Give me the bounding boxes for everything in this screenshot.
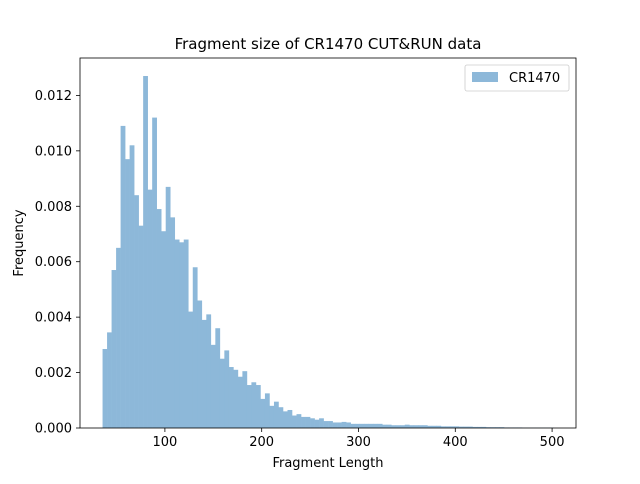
histogram-bar <box>202 320 207 428</box>
histogram-bar <box>211 345 216 428</box>
histogram-bar <box>134 195 139 428</box>
histogram-bar <box>351 424 356 428</box>
legend-label-cr1470: CR1470 <box>509 71 560 86</box>
histogram-bar <box>197 301 202 428</box>
y-tick-label: 0.010 <box>35 144 72 159</box>
histogram-bar <box>265 393 270 428</box>
histogram-bar <box>355 424 360 428</box>
histogram-bar <box>274 402 279 428</box>
y-tick-label: 0.002 <box>35 366 72 381</box>
histogram-bar <box>324 421 329 428</box>
histogram-bar <box>342 422 347 428</box>
histogram-bar <box>188 312 193 428</box>
histogram-bar <box>139 226 144 428</box>
histogram-bar <box>373 424 378 428</box>
x-tick-label: 400 <box>443 435 468 450</box>
y-tick-label: 0.000 <box>35 422 72 437</box>
histogram-bar <box>143 76 148 428</box>
histogram-bar <box>414 425 419 428</box>
x-tick-label: 100 <box>152 435 177 450</box>
histogram-bar <box>306 417 311 428</box>
histogram-bar <box>242 371 247 428</box>
histogram-bar <box>391 425 396 428</box>
histogram-bar <box>251 382 256 428</box>
histogram-bar <box>206 314 211 428</box>
histogram-bar <box>396 425 401 428</box>
histogram-bar <box>224 350 229 428</box>
histogram-bar <box>161 231 166 428</box>
histogram-bar <box>107 332 112 428</box>
y-tick-label: 0.004 <box>35 311 72 326</box>
legend-swatch-cr1470 <box>472 72 498 82</box>
y-axis-label: Frequency <box>12 209 27 276</box>
histogram-bar <box>260 399 265 428</box>
histogram-bar <box>301 417 306 428</box>
histogram-bar <box>310 418 315 428</box>
x-tick-label: 500 <box>540 435 565 450</box>
y-tick-label: 0.012 <box>35 89 72 104</box>
histogram-bar <box>184 240 189 428</box>
histogram-bar <box>409 425 414 428</box>
chart-title: Fragment size of CR1470 CUT&RUN data <box>175 35 482 53</box>
histogram-bar <box>247 385 252 428</box>
histogram-bar <box>103 349 108 428</box>
histogram-bar <box>130 145 135 428</box>
histogram-bar <box>148 190 153 428</box>
histogram-bar <box>360 424 365 428</box>
histogram-bar <box>175 240 180 428</box>
histogram-bar <box>283 411 288 428</box>
histogram-bar <box>152 118 157 428</box>
histogram-bar <box>229 367 234 428</box>
histogram-bar <box>288 410 293 428</box>
histogram-bar <box>238 377 243 428</box>
histogram-bar <box>382 425 387 428</box>
x-axis-label: Fragment Length <box>272 456 383 471</box>
histogram-bar <box>369 424 374 428</box>
histogram-bar <box>333 422 338 428</box>
histogram-bar <box>328 421 333 428</box>
x-tick-label: 200 <box>249 435 274 450</box>
histogram-bar <box>125 159 130 428</box>
histogram-bar <box>378 424 383 428</box>
histogram-bar <box>418 425 423 428</box>
histogram-bar <box>364 424 369 428</box>
histogram-bar <box>278 407 283 428</box>
y-tick-label: 0.008 <box>35 200 72 215</box>
histogram-bar <box>215 328 220 428</box>
histogram-bar <box>193 267 198 428</box>
histogram-bar <box>166 187 171 428</box>
x-tick-label: 300 <box>346 435 371 450</box>
histogram-bar <box>256 385 261 428</box>
histogram-bar <box>297 414 302 428</box>
histogram-bar <box>405 425 410 428</box>
y-tick-label: 0.006 <box>35 255 72 270</box>
histogram-bar <box>292 416 297 428</box>
histogram-bar <box>233 370 238 428</box>
histogram-bar <box>315 420 320 428</box>
histogram-bar <box>157 209 162 428</box>
histogram-bar <box>337 422 342 428</box>
histogram-bar <box>179 242 184 428</box>
histogram-bar <box>121 126 126 428</box>
histogram-bar <box>269 406 274 428</box>
histogram-bar <box>220 359 225 428</box>
histogram-bar <box>400 425 405 428</box>
histogram-bar <box>346 422 351 428</box>
histogram-bar <box>387 425 392 428</box>
histogram-bar <box>319 418 324 428</box>
histogram-bar <box>112 270 117 428</box>
histogram-bar <box>423 425 428 428</box>
histogram-bar <box>116 248 121 428</box>
legend: CR1470 <box>465 65 569 91</box>
histogram-bar <box>170 217 175 428</box>
